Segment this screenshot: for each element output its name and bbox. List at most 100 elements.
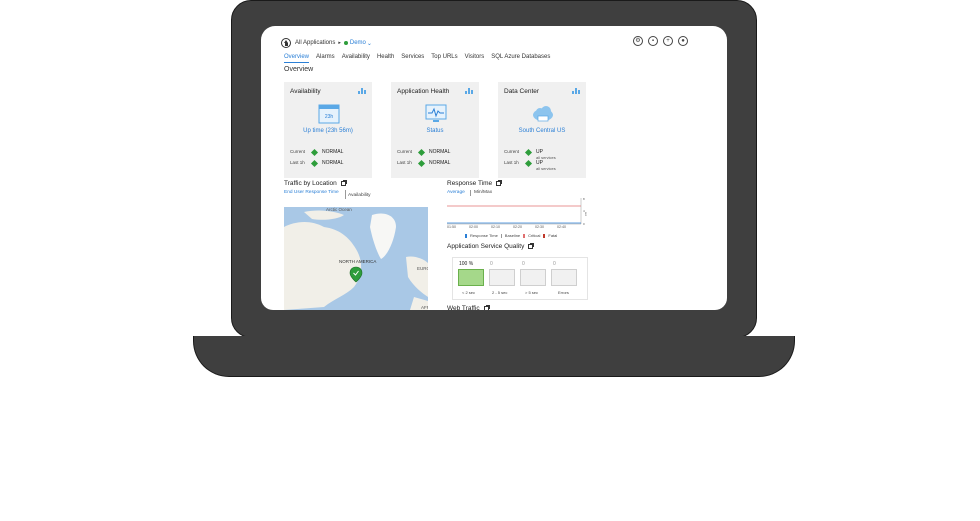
- data-center-card: Data Center South Central US Current UP …: [498, 82, 586, 178]
- tab-min-max[interactable]: Min/Max: [474, 190, 493, 195]
- chevron-down-icon[interactable]: ⌄: [366, 40, 372, 47]
- metric-value: UP: [536, 149, 543, 155]
- metric-label: Last 1h: [504, 160, 519, 165]
- page-title: Overview: [284, 66, 314, 73]
- trash-icon[interactable]: ▪: [648, 36, 658, 46]
- legend-swatch: [523, 233, 526, 238]
- legend-swatch: [500, 233, 502, 238]
- ok-status-icon: [524, 159, 533, 167]
- ok-status-icon: [417, 148, 426, 156]
- tab-availability[interactable]: Availability: [341, 54, 370, 60]
- quality-label: 2 - 5 sec: [492, 290, 508, 295]
- card-title: Data Center: [504, 88, 540, 95]
- application-health-card: Application Health Status Current NORMAL…: [391, 82, 479, 178]
- metric-value: NORMAL: [322, 160, 344, 166]
- metric-current: Current NORMAL: [397, 148, 451, 156]
- availability-card: Availability 23h Up time (23h 56m) Curre…: [284, 82, 372, 178]
- uptime-link[interactable]: Up time (23h 56m): [303, 128, 353, 134]
- metric-value: NORMAL: [429, 160, 451, 166]
- metric-current: Current UP all services: [504, 148, 556, 160]
- ok-status-icon: [417, 159, 426, 167]
- response-time-chart: 8 4 0 sec: [447, 198, 587, 226]
- metric-label: Current: [290, 149, 306, 154]
- web-traffic-title: Web Traffic: [447, 305, 490, 310]
- map-label-africa: AFR: [421, 305, 428, 310]
- calendar-icon-text: 23h: [325, 114, 334, 120]
- legend-item: Baseline: [504, 233, 521, 238]
- external-link-icon[interactable]: [483, 305, 490, 310]
- tab-alarms[interactable]: Alarms: [316, 54, 335, 60]
- quality-bar-medium[interactable]: [489, 269, 515, 286]
- quality-label: > 5 sec: [525, 290, 539, 295]
- world-map[interactable]: Arctic Ocean NORTH AMERICA EURO AFR: [284, 207, 428, 310]
- calendar-icon: 23h: [318, 104, 340, 124]
- gear-icon[interactable]: ●: [678, 36, 688, 46]
- header-actions: ⚙ ▪ + ●: [633, 36, 688, 46]
- card-title: Application Health: [397, 88, 450, 95]
- metric-last-1h: Last 1h UP all services: [504, 159, 556, 171]
- quality-bar-slow[interactable]: [520, 269, 546, 286]
- legend-swatch: [465, 233, 467, 238]
- nav-tabs: Overview Alarms Availability Health Serv…: [284, 54, 550, 60]
- map-svg: Arctic Ocean NORTH AMERICA EURO AFR: [284, 207, 428, 310]
- bar-chart-icon[interactable]: [465, 88, 473, 94]
- map-label-europe: EURO: [417, 266, 428, 271]
- tab-average[interactable]: Average: [447, 190, 465, 195]
- quality-value: 0: [490, 261, 493, 267]
- legend-swatch: [543, 233, 546, 238]
- quality-value: 0: [553, 261, 556, 267]
- y-unit: sec: [584, 212, 587, 217]
- response-time-title: Response Time: [447, 180, 503, 187]
- bar-chart-icon[interactable]: [358, 88, 366, 94]
- section-title: Response Time: [447, 180, 493, 187]
- quality-bar-fast[interactable]: [458, 269, 484, 286]
- location-marker-icon[interactable]: [349, 266, 363, 283]
- bar-chart-icon[interactable]: [572, 88, 580, 94]
- metric-current: Current NORMAL: [290, 148, 343, 156]
- metric-value: NORMAL: [429, 149, 451, 155]
- x-tick-row: 01:50 02:00 02:10 02:20 02:30 02:40: [447, 225, 581, 230]
- tab-end-user-response-time[interactable]: End User Response Time: [284, 190, 339, 195]
- y-tick: 8: [583, 198, 585, 201]
- breadcrumb-app-name[interactable]: Demo: [349, 40, 366, 46]
- metric-label: Last 1h: [397, 160, 412, 165]
- metric-sub: all services: [536, 166, 556, 171]
- monitor-pulse-icon: [425, 104, 447, 122]
- metric-label: Last 1h: [290, 160, 305, 165]
- breadcrumb-all-applications[interactable]: All Applications: [295, 40, 336, 46]
- region-link[interactable]: South Central US: [518, 128, 566, 134]
- home-icon[interactable]: [281, 38, 291, 48]
- service-quality-panel: 100 % 0 0 0 < 2 sec 2 - 5 sec > 5 sec Er…: [452, 257, 588, 300]
- cloud-icon: [533, 106, 553, 122]
- tab-sql-azure-databases[interactable]: SQL Azure Databases: [491, 54, 551, 60]
- laptop-base: [193, 336, 795, 377]
- quality-value: 100 %: [459, 261, 474, 267]
- legend-item: Critical: [528, 233, 541, 238]
- x-tick: 02:00: [469, 225, 478, 229]
- section-title: Traffic by Location: [284, 180, 337, 187]
- ok-status-icon: [310, 159, 319, 167]
- external-link-icon[interactable]: [496, 180, 503, 186]
- tab-availability-map[interactable]: Availability: [348, 193, 371, 198]
- tab-services[interactable]: Services: [401, 54, 425, 60]
- tab-health[interactable]: Health: [376, 54, 395, 60]
- y-tick: 4: [583, 209, 585, 213]
- x-tick: 01:50: [447, 225, 456, 229]
- tab-overview[interactable]: Overview: [284, 54, 310, 60]
- tab-top-urls[interactable]: Top URLs: [431, 54, 458, 60]
- metric-label: Current: [397, 149, 413, 154]
- section-title: Web Traffic: [447, 305, 480, 310]
- quality-bar-errors[interactable]: [551, 269, 577, 286]
- application-service-quality-title: Application Service Quality: [447, 243, 535, 250]
- tab-visitors[interactable]: Visitors: [464, 54, 485, 60]
- card-title: Availability: [290, 88, 321, 95]
- status-link[interactable]: Status: [426, 128, 444, 134]
- x-tick: 02:20: [513, 225, 522, 229]
- quality-value: 0: [522, 261, 525, 267]
- external-link-icon[interactable]: [340, 180, 347, 186]
- breadcrumb: All Applications ▸ Demo ⌄: [281, 37, 691, 49]
- settings-icon[interactable]: ⚙: [633, 36, 643, 46]
- y-tick: 0: [583, 222, 585, 226]
- external-link-icon[interactable]: [528, 243, 535, 249]
- add-icon[interactable]: +: [663, 36, 673, 46]
